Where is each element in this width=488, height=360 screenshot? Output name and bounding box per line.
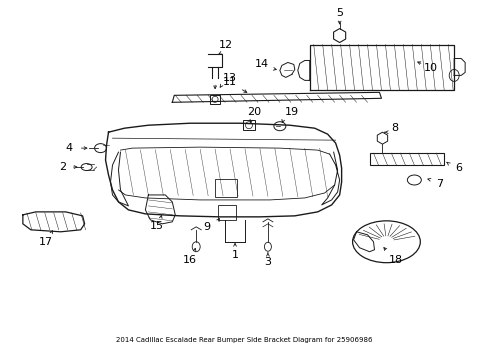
Text: 4: 4 [65,143,72,153]
Text: 19: 19 [284,107,298,117]
Text: 13: 13 [223,73,237,84]
Text: 20: 20 [246,107,261,117]
Text: 3: 3 [264,257,271,267]
Text: 10: 10 [424,63,437,73]
Text: 16: 16 [183,255,197,265]
Text: 2014 Cadillac Escalade Rear Bumper Side Bracket Diagram for 25906986: 2014 Cadillac Escalade Rear Bumper Side … [116,337,371,343]
Text: 17: 17 [39,237,53,247]
Text: 6: 6 [455,163,462,173]
Text: 2: 2 [59,162,66,172]
Text: 7: 7 [435,179,442,189]
Text: 14: 14 [254,59,268,69]
Text: 11: 11 [223,77,237,87]
Text: 5: 5 [335,8,343,18]
Text: 8: 8 [390,123,397,133]
Text: 15: 15 [149,221,163,231]
Text: 1: 1 [231,250,238,260]
Text: 12: 12 [219,40,233,50]
Text: 9: 9 [203,222,210,232]
Text: 18: 18 [387,255,402,265]
